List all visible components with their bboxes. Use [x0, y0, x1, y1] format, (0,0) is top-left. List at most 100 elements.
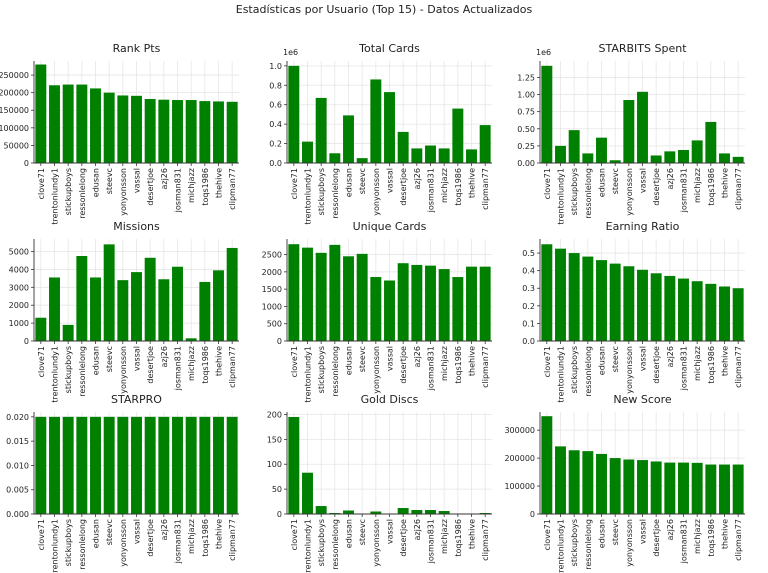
x-tick-label: steevc — [358, 346, 367, 372]
bar-ressonlelong — [582, 451, 594, 514]
y-tick-label: 0.2 — [269, 140, 282, 149]
bar-stickupboys — [315, 97, 327, 163]
x-tick-label: vassal — [639, 346, 648, 371]
bar-toqs1986 — [705, 283, 717, 341]
x-tick-label: edusan — [345, 168, 354, 197]
x-tick-label: azj26 — [666, 346, 675, 368]
bar-steevc — [609, 160, 621, 163]
subplot-6: 0.000 0.005 0.010 0.015 0.020 clove71 trentonl… — [6, 393, 239, 573]
x-tick-label: yonyonsson — [372, 346, 381, 394]
offset-text: 1e6 — [283, 48, 298, 57]
y-tick-label: 300000 — [504, 426, 535, 435]
x-tick-label: josman831 — [427, 168, 436, 213]
bar-steevc — [356, 253, 368, 341]
bar-trentonlundy1 — [49, 277, 60, 341]
subplot-title: Total Cards — [358, 42, 420, 55]
bar-ressonlelong — [76, 84, 88, 163]
x-tick-label: clipman77 — [228, 168, 237, 210]
bar-josman831 — [425, 510, 436, 514]
bar-michjazz — [185, 416, 197, 514]
x-tick-label: desertjoe — [652, 168, 661, 206]
x-tick-label: trentonlundy1 — [304, 346, 313, 403]
bar-desertjoe — [397, 508, 409, 514]
bar-clove71 — [35, 317, 47, 341]
y-tick-label: 0.4 — [269, 120, 282, 129]
bar-toqs1986 — [452, 108, 464, 163]
x-tick-label: steevc — [105, 346, 114, 372]
x-tick-label: yonyonsson — [625, 519, 634, 567]
x-tick-label: ressonlelong — [331, 168, 340, 219]
figure-title: Estadísticas por Usuario (Top 15) - Dato… — [235, 3, 533, 16]
x-tick-label: toqs1986 — [454, 168, 463, 206]
bar-vassal — [637, 269, 648, 341]
y-tick-label: 150 — [267, 435, 282, 444]
bar-clove71 — [288, 244, 300, 341]
y-tick-label: 0.50 — [517, 125, 535, 134]
bar-clove71 — [541, 416, 553, 514]
x-tick-label: trentonlundy1 — [557, 168, 566, 225]
bar-toqs1986 — [705, 121, 717, 163]
x-tick-label: vassal — [133, 168, 142, 193]
bar-vassal — [131, 416, 142, 514]
x-tick-label: clipman77 — [734, 346, 743, 388]
x-tick-label: desertjoe — [146, 519, 155, 557]
x-tick-label: josman831 — [427, 346, 436, 391]
y-tick-label: 0.000 — [6, 510, 29, 519]
bar-stickupboys — [315, 506, 327, 514]
bar-azj26 — [664, 275, 676, 341]
y-tick-label: 200000 — [504, 454, 535, 463]
x-tick-label: clove71 — [37, 519, 46, 550]
bar-michjazz — [438, 269, 450, 341]
x-tick-label: azj26 — [666, 519, 675, 541]
x-tick-label: thehive — [468, 346, 477, 376]
x-tick-label: steevc — [105, 168, 114, 194]
bar-clipman77 — [479, 125, 491, 163]
x-tick-label: steevc — [358, 519, 367, 545]
bar-azj26 — [158, 279, 170, 341]
x-tick-label: clipman77 — [228, 519, 237, 561]
subplot-title: Missions — [113, 220, 160, 233]
x-tick-label: steevc — [358, 168, 367, 194]
bar-thehive — [466, 149, 477, 163]
bar-stickupboys — [62, 84, 74, 163]
y-tick-label: 5000 — [9, 248, 29, 257]
x-tick-label: thehive — [215, 168, 224, 198]
bar-clipman77 — [479, 513, 491, 514]
subplot-7: 0 50 100 150 200 clove71 trentonlundy1 stickupb… — [267, 393, 492, 573]
y-tick-label: 0.0 — [522, 337, 535, 346]
x-tick-label: steevc — [611, 346, 620, 372]
bar-desertjoe — [144, 257, 156, 341]
x-tick-label: michjazz — [693, 168, 702, 203]
x-tick-label: stickupboys — [317, 346, 326, 393]
bar-vassal — [131, 95, 142, 163]
bar-edusan — [90, 88, 101, 163]
y-tick-label: 0.4 — [522, 267, 535, 276]
x-tick-label: clove71 — [543, 346, 552, 377]
bar-steevc — [103, 416, 115, 514]
x-tick-label: ressonlelong — [584, 168, 593, 219]
x-tick-label: thehive — [721, 168, 730, 198]
x-tick-label: josman831 — [174, 346, 183, 391]
subplot-title: Earning Ratio — [606, 220, 680, 233]
x-tick-label: josman831 — [680, 346, 689, 391]
bar-josman831 — [425, 265, 436, 341]
y-tick-label: 4000 — [9, 265, 29, 274]
bar-stickupboys — [568, 130, 580, 163]
bar-steevc — [103, 92, 115, 163]
bar-desertjoe — [650, 155, 662, 163]
x-tick-label: ressonlelong — [78, 346, 87, 397]
y-tick-label: 0.5 — [522, 249, 535, 258]
bar-clipman77 — [732, 156, 744, 163]
bar-vassal — [637, 91, 648, 163]
x-tick-label: trentonlundy1 — [557, 519, 566, 573]
bar-yonyonsson — [623, 266, 635, 341]
x-tick-label: toqs1986 — [201, 168, 210, 206]
x-tick-label: clove71 — [543, 168, 552, 199]
y-tick-label: 250000 — [0, 71, 29, 80]
x-tick-label: azj26 — [413, 168, 422, 190]
bar-stickupboys — [315, 252, 327, 341]
y-tick-label: 0 — [24, 159, 29, 168]
x-tick-label: toqs1986 — [454, 346, 463, 384]
